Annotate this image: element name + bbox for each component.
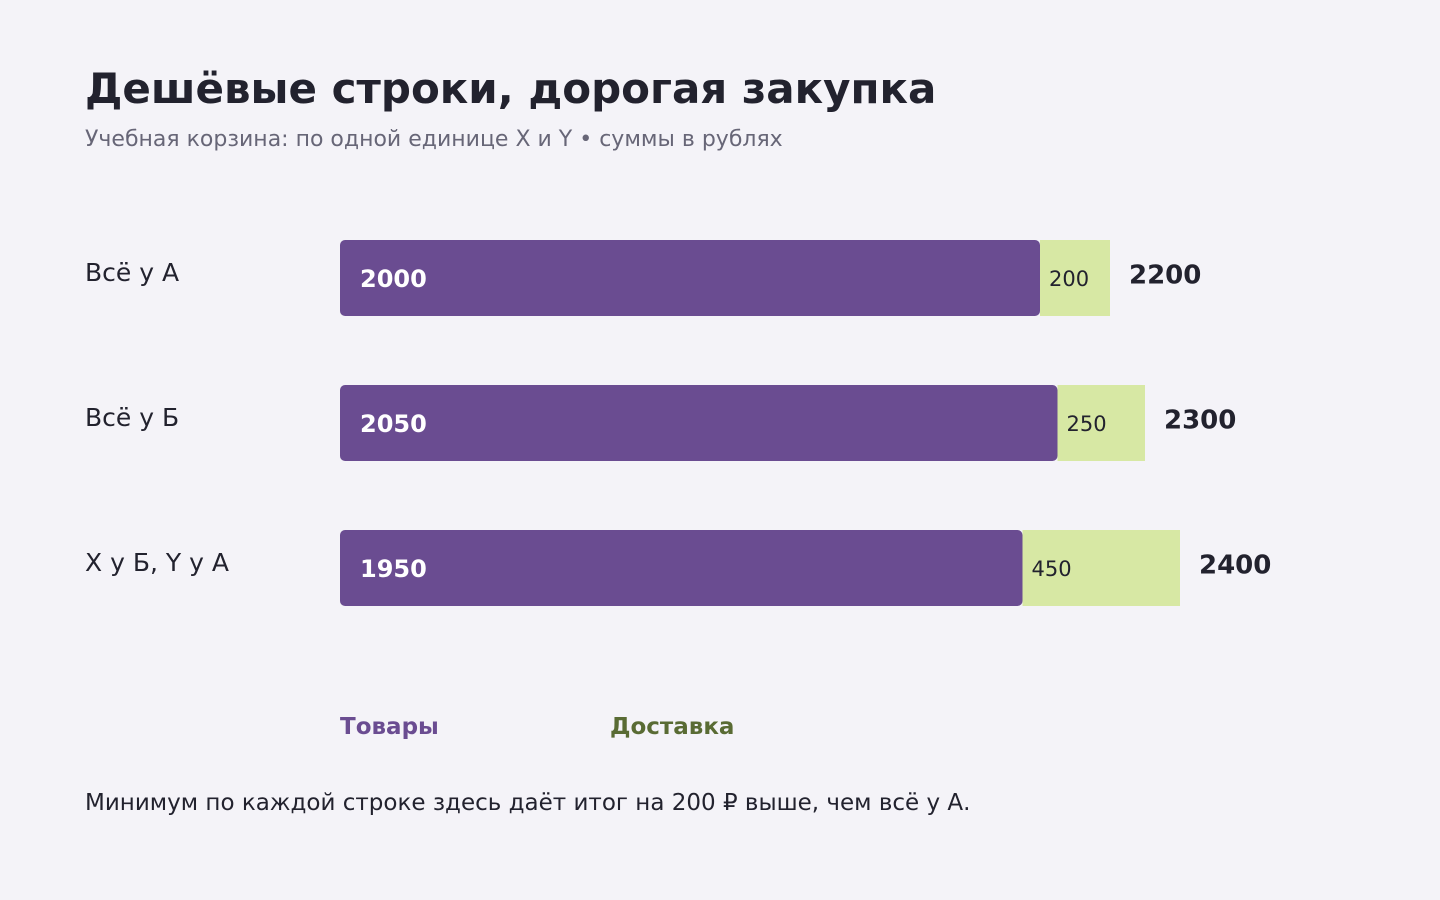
legend-goods: Товары <box>340 714 439 740</box>
goods-value-label: 2050 <box>360 410 427 438</box>
total-value-label: 2400 <box>1199 551 1271 581</box>
category-label: Всё у Б <box>85 403 179 432</box>
chart-footnote: Минимум по каждой строке здесь даёт итог… <box>85 790 971 816</box>
delivery-value-label: 200 <box>1049 267 1089 291</box>
bar-goods <box>340 385 1058 461</box>
category-label: X у Б, Y у А <box>85 548 229 577</box>
bar-goods <box>340 530 1023 606</box>
delivery-value-label: 250 <box>1067 412 1107 436</box>
category-label: Всё у А <box>85 258 179 287</box>
legend-delivery: Доставка <box>610 714 735 740</box>
bar-delivery <box>1022 530 1180 606</box>
total-value-label: 2300 <box>1164 406 1236 436</box>
bar-delivery <box>1057 385 1145 461</box>
chart-title: Дешёвые строки, дорогая закупка <box>85 64 937 113</box>
goods-value-label: 1950 <box>360 555 427 583</box>
total-value-label: 2200 <box>1129 261 1201 291</box>
chart-subtitle: Учебная корзина: по одной единице X и Y … <box>85 127 783 152</box>
goods-value-label: 2000 <box>360 265 427 293</box>
bar-delivery <box>1040 240 1110 316</box>
bar-goods <box>340 240 1040 316</box>
delivery-value-label: 450 <box>1032 557 1072 581</box>
